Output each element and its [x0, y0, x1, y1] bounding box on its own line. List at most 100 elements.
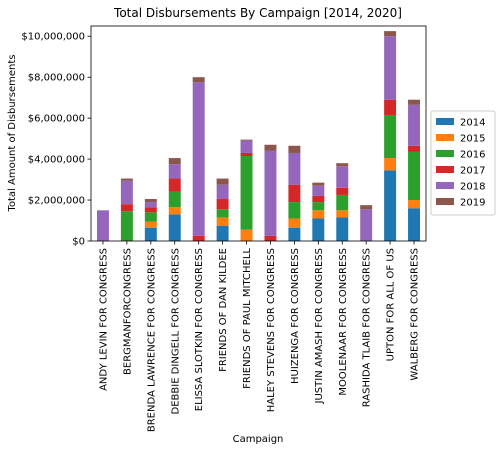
bar-segment-2016-2 [144, 212, 157, 222]
bar-segment-2015-2 [144, 221, 157, 228]
y-tick-label: $2,000,000 [28, 196, 85, 207]
bar-segment-2018-12 [384, 36, 397, 100]
bar-segment-2017-4 [192, 235, 205, 241]
bar-segment-2018-7 [264, 150, 277, 236]
bar-segment-2017-3 [168, 178, 181, 192]
bar-segment-2019-5 [216, 178, 229, 185]
bar-segment-2014-2 [144, 227, 157, 241]
bar-segment-2016-12 [384, 115, 397, 159]
x-tick-label: FRIENDS OF DAN KILDEE [218, 248, 229, 372]
bar-segment-2017-5 [216, 199, 229, 210]
bar-segment-2015-6 [240, 229, 253, 241]
x-tick-label: HUIZENGA FOR CONGRESS [290, 248, 301, 384]
y-tick-label: $10,000,000 [21, 32, 85, 43]
bar-segment-2019-10 [336, 163, 349, 167]
bar-segment-2014-5 [216, 225, 229, 241]
bar-segment-2015-8 [288, 218, 301, 228]
x-tick-label: DEBBIE DINGELL FOR CONGRESS [170, 248, 181, 415]
x-tick-label: BERGMANFORCONGRESS [122, 248, 133, 375]
bar-segment-2015-10 [336, 210, 349, 218]
x-tick-label: BRENDA LAWRENCE FOR CONGRESS [146, 248, 157, 432]
legend-label-2015: 2015 [460, 134, 485, 145]
bar-segment-2017-9 [312, 195, 325, 203]
legend-swatch-2018 [436, 182, 454, 189]
x-tick-label: UPTON FOR ALL OF US [386, 248, 397, 361]
bar-segment-2017-2 [144, 207, 157, 213]
bar-segment-2019-6 [240, 139, 253, 141]
bar-segment-2016-5 [216, 209, 229, 218]
bar-segment-2016-9 [312, 202, 325, 211]
legend-swatch-2016 [436, 150, 454, 157]
bar-segment-2018-0 [96, 210, 109, 241]
bar-segment-2019-1 [120, 178, 133, 181]
legend-label-2017: 2017 [460, 166, 485, 177]
bar-segment-2019-9 [312, 182, 325, 186]
bar-segment-2019-2 [144, 199, 157, 203]
bar-segment-2018-1 [120, 180, 133, 205]
legend-swatch-2019 [436, 198, 454, 205]
bar-segment-2016-6 [240, 156, 253, 230]
bar-segment-2014-12 [384, 170, 397, 241]
bar-segment-2015-12 [384, 158, 397, 171]
y-tick-label: $0 [72, 237, 85, 248]
bar-segment-2017-6 [240, 152, 253, 157]
bar-segment-2015-9 [312, 210, 325, 219]
x-axis-title: Campaign [233, 434, 284, 445]
x-tick-label: JUSTIN AMASH FOR CONGRESS [314, 248, 325, 404]
axes-frame [90, 25, 427, 242]
plot-area: ANDY LEVIN FOR CONGRESS BERGMANFORCONGRES… [21, 25, 427, 432]
bar-segment-2017-10 [336, 187, 349, 195]
legend-label-2016: 2016 [460, 150, 485, 161]
bar-segment-2014-3 [168, 214, 181, 241]
legend-label-2014: 2014 [460, 118, 485, 129]
bar-segment-2017-12 [384, 99, 397, 116]
bar-segment-2019-8 [288, 145, 301, 153]
bar-segment-2019-7 [264, 144, 277, 151]
bar-segment-2018-3 [168, 164, 181, 179]
bar-segment-2014-9 [312, 218, 325, 241]
legend-label-2018: 2018 [460, 182, 485, 193]
bar-segment-2016-13 [408, 151, 421, 201]
x-tick-label: ELISSA SLOTKIN FOR CONGRESS [194, 248, 205, 411]
bar-segment-2017-8 [288, 184, 301, 203]
bar-segment-2018-10 [336, 166, 349, 188]
bar-segment-2016-3 [168, 191, 181, 208]
bar-segment-2015-3 [168, 207, 181, 215]
bar-segment-2018-4 [192, 82, 205, 236]
x-tick-label: ANDY LEVIN FOR CONGRESS [98, 248, 109, 391]
x-tick-label: RASHIDA TLAIB FOR CONGRESS [362, 248, 373, 407]
y-tick-label: $8,000,000 [28, 73, 85, 84]
bar-segment-2019-4 [192, 77, 205, 83]
y-axis-title: Total Amount of Disbursements [7, 54, 18, 212]
bar-segment-2014-10 [336, 217, 349, 241]
bar-segment-2017-13 [408, 145, 421, 152]
legend-swatch-2015 [436, 134, 454, 141]
bar-segment-2015-5 [216, 217, 229, 226]
legend-label-2019: 2019 [460, 198, 485, 209]
bar-segment-2019-12 [384, 31, 397, 37]
legend: 2014 2015 2016 2017 2018 2019 [430, 110, 496, 216]
bar-segment-2018-8 [288, 152, 301, 185]
bar-segment-2016-8 [288, 202, 301, 219]
chart-title: Total Disbursements By Campaign [2014, 2… [113, 6, 402, 20]
legend-swatch-2014 [436, 118, 454, 125]
legend-swatch-2017 [436, 166, 454, 173]
bar-segment-2017-7 [264, 235, 277, 241]
bar-segment-2016-10 [336, 194, 349, 211]
bar-segment-2018-6 [240, 140, 253, 153]
bar-segment-2014-13 [408, 208, 421, 241]
bar-segment-2019-11 [360, 205, 373, 210]
x-tick-label: WALBERG FOR CONGRESS [410, 248, 421, 381]
x-tick-label: HALEY STEVENS FOR CONGRESS [266, 248, 277, 412]
y-tick-label: $6,000,000 [28, 114, 85, 125]
bar-segment-2019-13 [408, 99, 421, 105]
x-tick-label: FRIENDS OF PAUL MITCHELL [242, 248, 253, 389]
bar-segment-2016-1 [120, 211, 133, 241]
bar-segment-2015-13 [408, 200, 421, 209]
bar-segment-2018-11 [360, 209, 373, 241]
bar-segment-2017-1 [120, 204, 133, 212]
bar-segment-2018-2 [144, 202, 157, 208]
y-tick-label: $4,000,000 [28, 155, 85, 166]
bar-segment-2018-9 [312, 185, 325, 196]
